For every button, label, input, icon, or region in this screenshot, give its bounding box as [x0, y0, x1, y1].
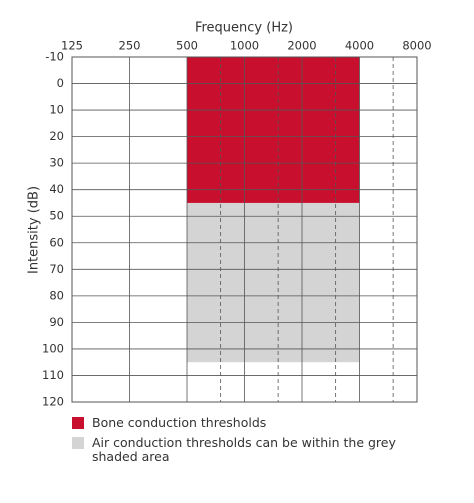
- y-tick-label: 0: [57, 76, 64, 90]
- x-axis-title: Frequency (Hz): [195, 21, 293, 36]
- x-tick-label: 1000: [230, 39, 259, 53]
- y-axis-title: Intensity (dB): [27, 186, 42, 274]
- x-tick-label: 125: [61, 39, 83, 53]
- x-tick-label: 4000: [345, 39, 374, 53]
- y-tick-label: 10: [49, 103, 64, 117]
- x-tick-label: 250: [119, 39, 141, 53]
- y-tick-label: 50: [49, 209, 64, 223]
- y-tick-label: 110: [42, 368, 64, 382]
- y-tick-label: 30: [49, 156, 64, 170]
- legend-entry: Air conduction thresholds can be within …: [72, 436, 402, 464]
- legend-swatch: [72, 437, 84, 449]
- legend-swatch: [72, 417, 84, 429]
- y-tick-label: 20: [49, 129, 64, 143]
- y-tick-label: 70: [49, 262, 64, 276]
- y-tick-label: 40: [49, 182, 64, 196]
- legend-label: Bone conduction thresholds: [92, 415, 267, 430]
- y-tick-label: 80: [49, 288, 64, 302]
- y-tick-label: -10: [45, 50, 64, 64]
- y-tick-label: 100: [42, 341, 64, 355]
- region: [187, 57, 360, 203]
- x-tick-label: 500: [176, 39, 198, 53]
- x-tick-label: 8000: [402, 39, 431, 53]
- legend-label: Air conduction thresholds can be within …: [92, 435, 396, 464]
- y-tick-label: 120: [42, 395, 64, 409]
- region: [187, 202, 360, 363]
- x-tick-label: 2000: [287, 39, 316, 53]
- y-tick-label: 90: [49, 315, 64, 329]
- y-tick-label: 60: [49, 235, 64, 249]
- chart: Frequency (Hz) Intensity (dB) -10 0 10 20 30…: [27, 21, 432, 409]
- legend-entry: Bone conduction thresholds: [72, 416, 402, 430]
